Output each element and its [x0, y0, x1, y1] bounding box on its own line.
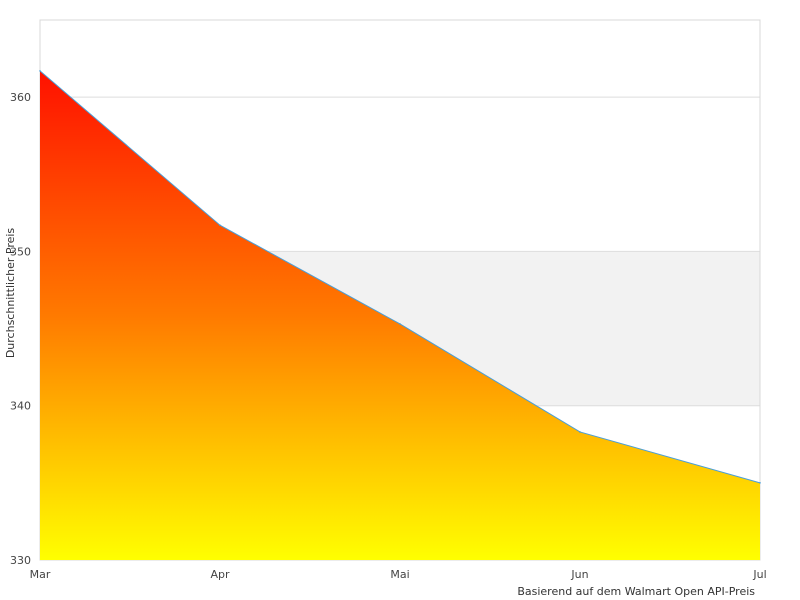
series-layer — [39, 70, 761, 561]
x-tick-label: Apr — [210, 568, 230, 581]
x-tick-label: Jun — [570, 568, 588, 581]
x-tick-label: Jul — [752, 568, 766, 581]
data-point — [39, 70, 41, 72]
y-tick-label: 360 — [10, 91, 31, 104]
y-axis-ticks: 330 340 350 360 — [10, 91, 31, 567]
data-point — [399, 323, 401, 325]
x-tick-label: Mai — [390, 568, 409, 581]
x-axis-ticks: Mar Apr Mai Jun Jul — [30, 568, 767, 581]
data-point — [219, 224, 221, 226]
data-point — [759, 482, 761, 484]
y-axis-title: Durchschnittlicher Preis — [4, 228, 17, 359]
y-tick-label: 350 — [10, 245, 31, 258]
footnote-credit: Basierend auf dem Walmart Open API-Preis — [517, 585, 755, 598]
y-tick-label: 330 — [10, 554, 31, 567]
data-point — [579, 431, 581, 433]
x-tick-label: Mar — [30, 568, 51, 581]
y-tick-label: 340 — [10, 400, 31, 413]
area-fill — [40, 70, 760, 561]
